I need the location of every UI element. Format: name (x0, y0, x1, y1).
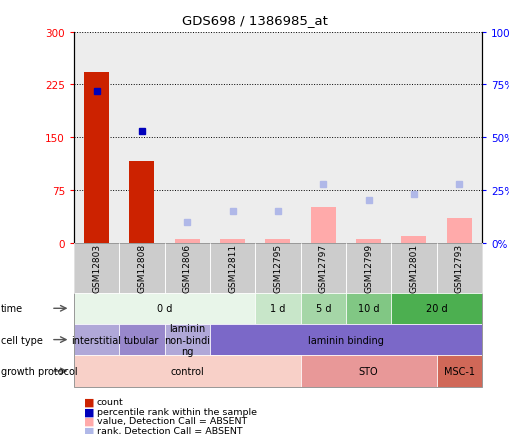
Text: GSM12799: GSM12799 (363, 243, 373, 293)
Text: ■: ■ (84, 407, 95, 416)
Bar (436, 33, 481, 243)
Bar (164, 33, 210, 243)
Bar (345, 33, 390, 243)
Text: 0 d: 0 d (157, 304, 172, 313)
Text: GDS698 / 1386985_at: GDS698 / 1386985_at (182, 14, 327, 27)
Text: tubular: tubular (124, 335, 159, 345)
Text: GSM12806: GSM12806 (182, 243, 191, 293)
Text: GSM12811: GSM12811 (228, 243, 237, 293)
Text: 1 d: 1 d (270, 304, 285, 313)
Bar (119, 33, 164, 243)
Text: cell type: cell type (1, 335, 43, 345)
Bar (390, 33, 436, 243)
Text: 5 d: 5 d (315, 304, 330, 313)
Text: STO: STO (358, 366, 378, 376)
Bar (175, 240, 200, 243)
Bar (355, 240, 380, 243)
Bar (300, 33, 345, 243)
Bar (265, 240, 290, 243)
Text: control: control (170, 366, 204, 376)
Text: value, Detection Call = ABSENT: value, Detection Call = ABSENT (97, 417, 247, 425)
Bar (129, 161, 154, 243)
Text: 20 d: 20 d (425, 304, 446, 313)
Text: ■: ■ (84, 416, 95, 426)
Text: percentile rank within the sample: percentile rank within the sample (97, 407, 257, 416)
Bar (74, 33, 119, 243)
Bar (446, 218, 471, 243)
Text: growth protocol: growth protocol (1, 366, 77, 376)
Text: MSC-1: MSC-1 (443, 366, 474, 376)
Text: interstitial: interstitial (71, 335, 121, 345)
Text: ■: ■ (84, 397, 95, 407)
Text: GSM12797: GSM12797 (318, 243, 327, 293)
Text: 10 d: 10 d (357, 304, 379, 313)
Text: GSM12795: GSM12795 (273, 243, 282, 293)
Text: laminin binding: laminin binding (307, 335, 383, 345)
Text: count: count (97, 398, 123, 406)
Text: GSM12803: GSM12803 (92, 243, 101, 293)
Bar (401, 236, 426, 243)
Text: ■: ■ (84, 426, 95, 434)
Bar (255, 33, 300, 243)
Text: GSM12808: GSM12808 (137, 243, 146, 293)
Bar (310, 208, 335, 243)
Text: time: time (1, 304, 23, 313)
Text: rank, Detection Call = ABSENT: rank, Detection Call = ABSENT (97, 426, 242, 434)
Text: laminin
non-bindi
ng: laminin non-bindi ng (164, 323, 210, 356)
Bar (220, 240, 245, 243)
Bar (210, 33, 255, 243)
Text: GSM12793: GSM12793 (454, 243, 463, 293)
Bar (84, 72, 109, 243)
Text: GSM12801: GSM12801 (409, 243, 417, 293)
